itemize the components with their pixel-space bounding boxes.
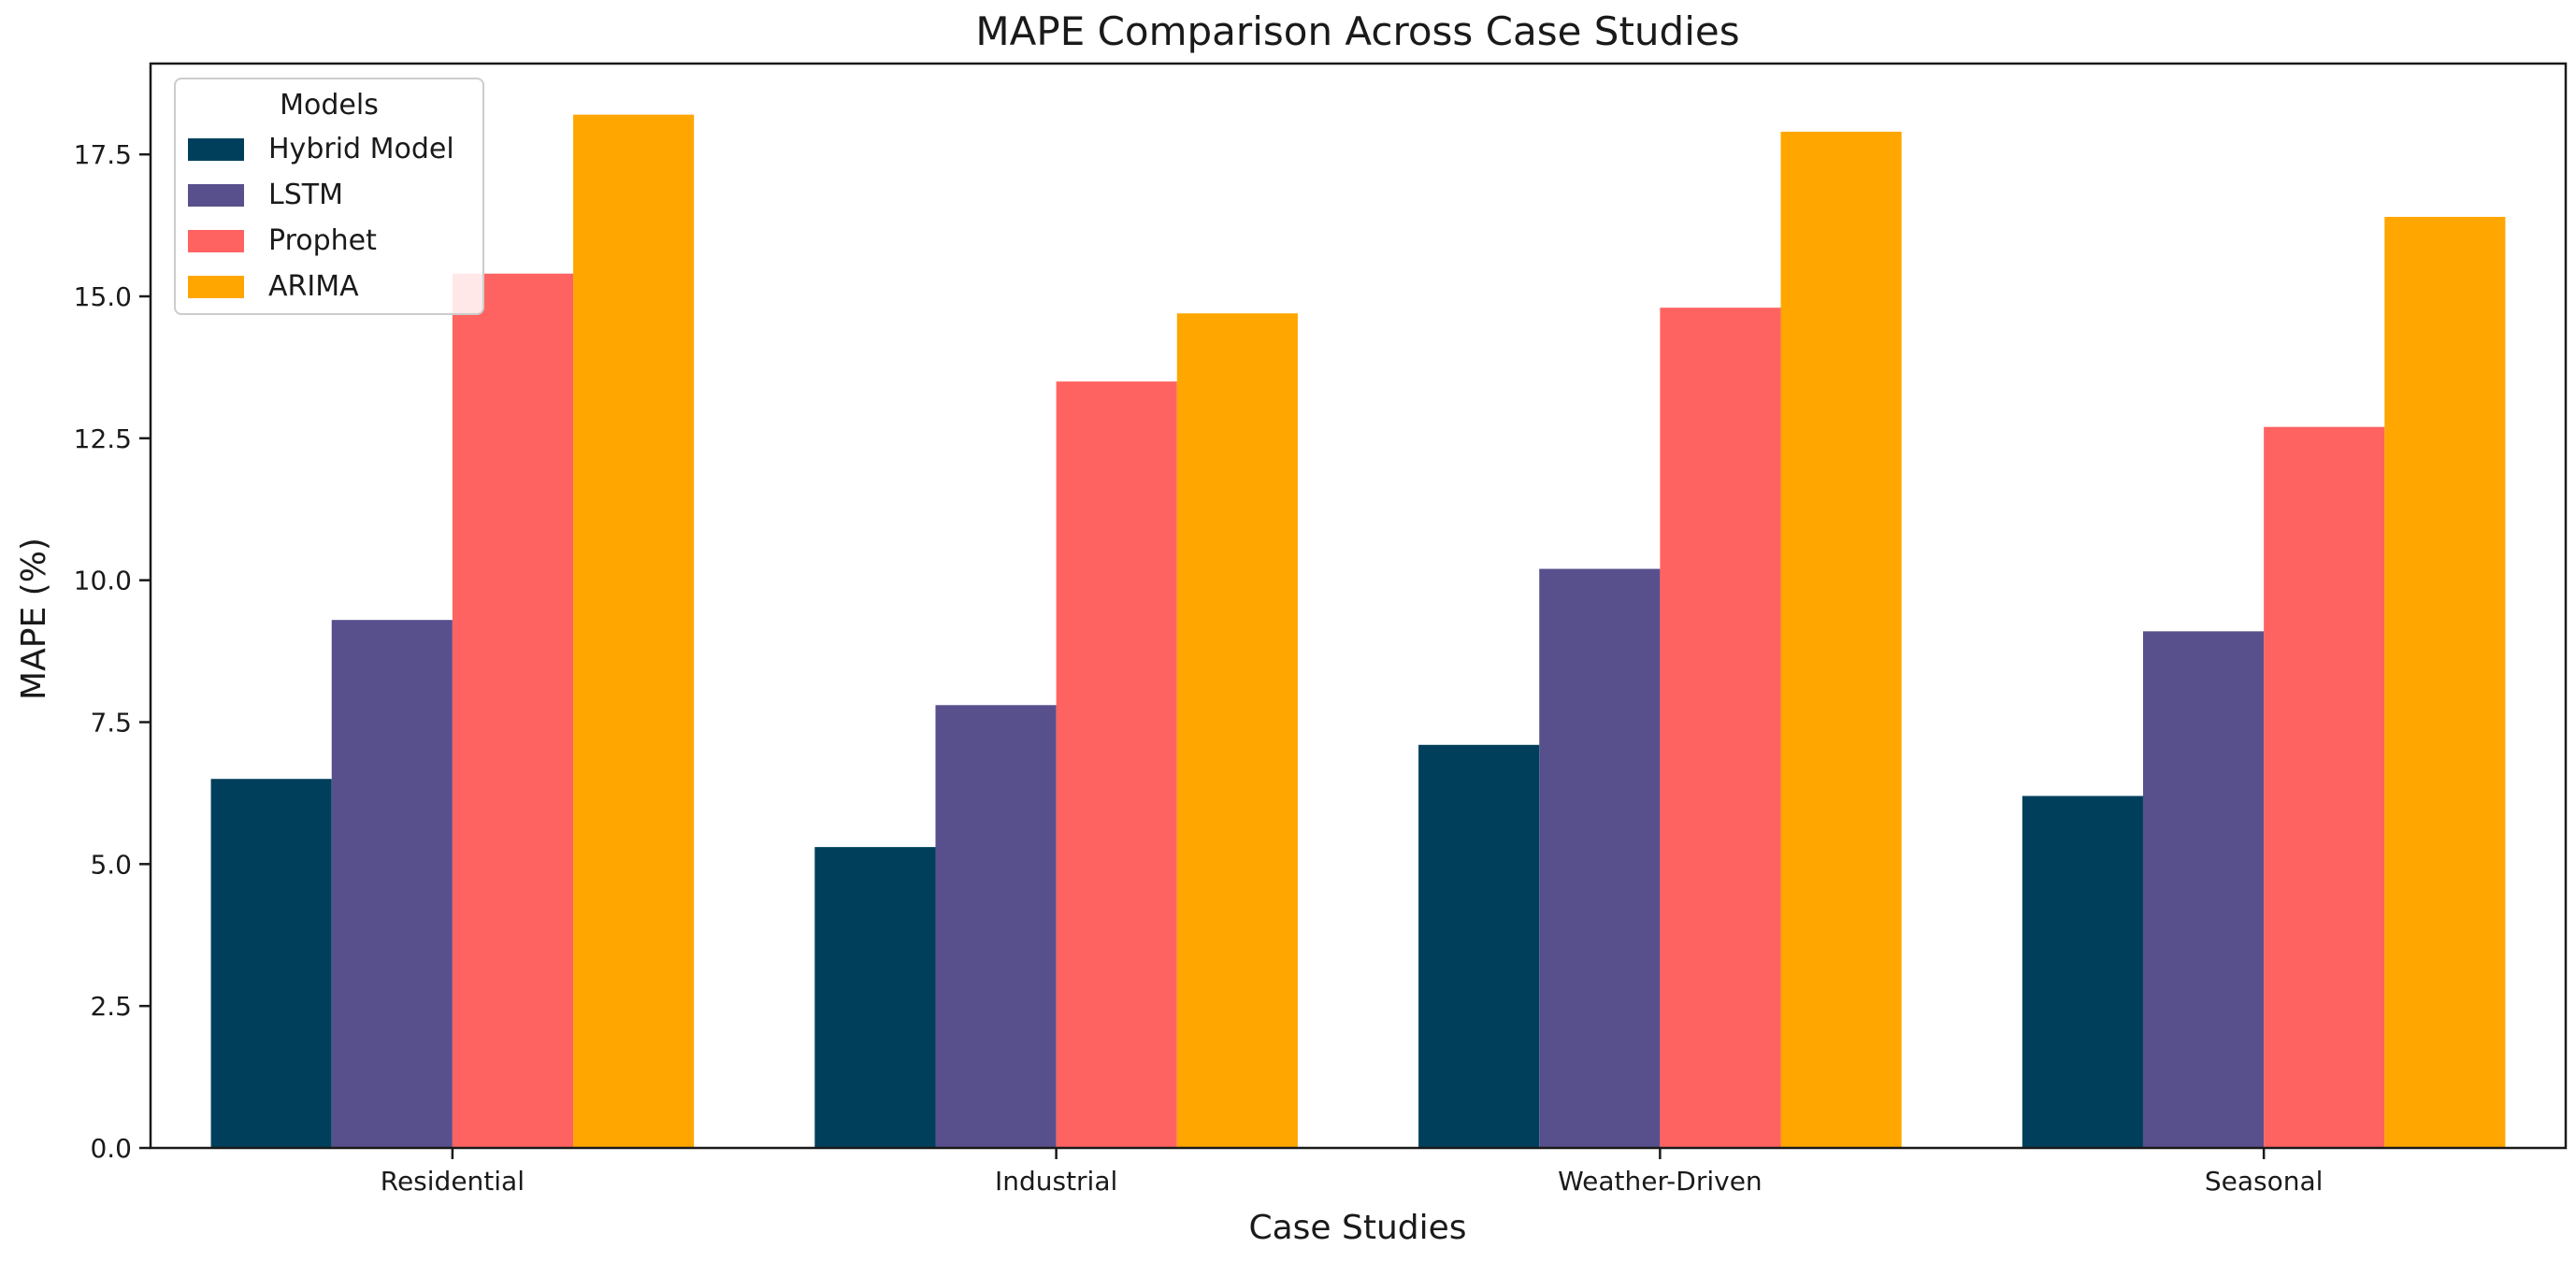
legend: Models Hybrid Model LSTM Prophet ARIMA <box>174 78 484 315</box>
bar-lstm-weather-driven <box>1539 568 1661 1148</box>
y-tick-label: 5.0 <box>90 849 132 880</box>
legend-swatch-arima <box>188 276 244 298</box>
legend-title: Models <box>280 89 379 122</box>
bar-arima-residential <box>573 114 695 1148</box>
bar-lstm-industrial <box>935 705 1057 1148</box>
bar-hybrid-model-weather-driven <box>1418 744 1540 1148</box>
bar-arima-industrial <box>1176 313 1298 1149</box>
x-axis-label: Case Studies <box>1248 1209 1466 1247</box>
ticks-group: 0.0 2.5 5.0 7.5 10.0 12.5 15.0 17.5 Residential I… <box>74 139 2324 1197</box>
bar-lstm-seasonal <box>2142 631 2265 1148</box>
bar-prophet-weather-driven <box>1660 308 1781 1148</box>
y-tick-label: 7.5 <box>90 708 132 739</box>
y-axis-label: MAPE (%) <box>15 538 53 700</box>
bar-arima-weather-driven <box>1780 131 1902 1148</box>
bar-arima-seasonal <box>2384 216 2506 1149</box>
y-tick-label: 0.0 <box>90 1133 132 1164</box>
bars-group <box>210 114 2506 1149</box>
y-tick-label: 17.5 <box>74 139 132 170</box>
bar-prophet-residential <box>452 273 574 1149</box>
bar-prophet-industrial <box>1056 381 1177 1149</box>
y-tick-label: 15.0 <box>74 281 132 312</box>
bar-hybrid-model-residential <box>210 779 332 1148</box>
bar-hybrid-model-industrial <box>814 847 936 1148</box>
legend-label-arima: ARIMA <box>268 270 359 303</box>
x-tick-label: Seasonal <box>2205 1166 2324 1197</box>
legend-swatch-hybrid-model <box>188 138 244 161</box>
x-tick-label: Industrial <box>995 1166 1117 1197</box>
y-tick-label: 12.5 <box>74 423 132 454</box>
legend-label-prophet: Prophet <box>268 224 377 257</box>
bar-hybrid-model-seasonal <box>2022 796 2143 1148</box>
y-tick-label: 2.5 <box>90 991 132 1022</box>
y-tick-label: 10.0 <box>74 566 132 596</box>
x-tick-label: Weather-Driven <box>1558 1166 1763 1197</box>
plot-frame <box>149 62 2568 1150</box>
legend-box <box>174 78 484 315</box>
x-tick-label: Residential <box>381 1166 525 1197</box>
chart-title: MAPE Comparison Across Case Studies <box>975 8 1739 54</box>
legend-label-lstm: LSTM <box>268 179 343 211</box>
bar-prophet-seasonal <box>2264 426 2385 1148</box>
legend-swatch-prophet <box>188 230 244 252</box>
legend-swatch-lstm <box>188 184 244 207</box>
legend-label-hybrid-model: Hybrid Model <box>268 133 454 165</box>
bar-lstm-residential <box>331 620 453 1148</box>
